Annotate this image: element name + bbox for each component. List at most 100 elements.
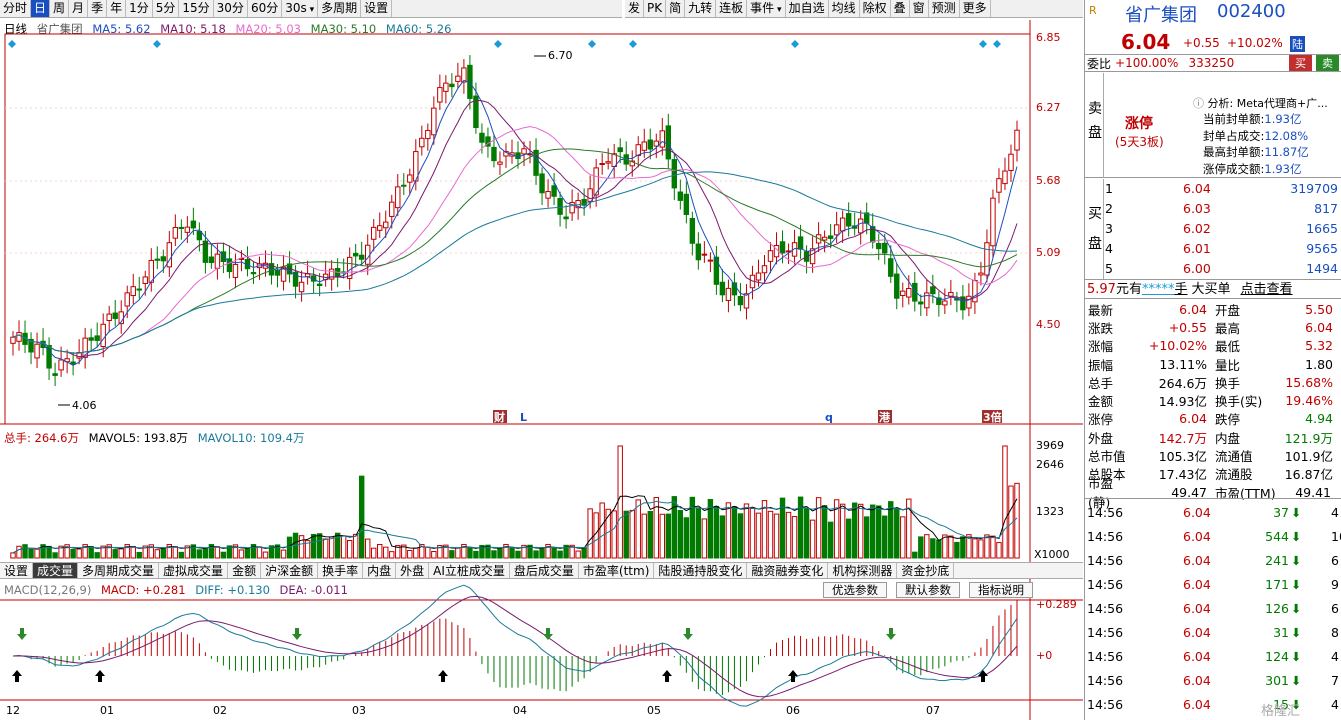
indicator-tab-5[interactable]: 沪深金额 — [261, 563, 319, 578]
volume-bar — [954, 541, 960, 559]
volume-bar — [262, 551, 269, 559]
macd-value: MACD: +0.281 — [101, 583, 186, 597]
candle — [407, 174, 413, 183]
volume-bar — [142, 545, 148, 559]
candle — [960, 296, 966, 311]
tool-5[interactable]: 事件 — [747, 0, 786, 17]
candle — [461, 67, 467, 83]
period-11[interactable]: 30s — [282, 0, 319, 17]
volume-bar — [118, 548, 124, 559]
candle — [166, 242, 173, 268]
ma5-label: MA5: 5.62 — [92, 22, 151, 36]
volume-bar — [389, 551, 395, 559]
indicator-tab-13[interactable]: 融资融券变化 — [747, 563, 829, 578]
indicator-tab-0[interactable]: 设置 — [0, 563, 34, 578]
period-1[interactable]: 日 — [31, 0, 51, 17]
indicator-tab-6[interactable]: 换手率 — [318, 563, 364, 578]
indicator-tab-9[interactable]: AI立桩成交量 — [429, 563, 510, 578]
indicator-help-button[interactable]: 指标说明 — [969, 582, 1033, 598]
down-arrow-icon: ⬇ — [1291, 649, 1302, 664]
candle — [833, 224, 840, 236]
volume-bar — [425, 546, 431, 559]
volume-bar — [749, 507, 756, 559]
event-diamond — [791, 40, 799, 48]
tool-0[interactable]: 发 — [625, 0, 645, 17]
indicator-tab-14[interactable]: 机构探测器 — [828, 563, 898, 578]
period-9[interactable]: 30分 — [214, 0, 248, 17]
volume-bar — [214, 546, 221, 559]
seal-line: 当前封单额:1.93亿 — [1203, 112, 1302, 126]
candle — [184, 226, 191, 233]
ma-line-10 — [12, 99, 1018, 358]
tool-9[interactable]: 叠 — [891, 0, 910, 17]
candle — [443, 82, 449, 92]
volume-bar — [503, 543, 509, 559]
indicator-tab-8[interactable]: 外盘 — [396, 563, 430, 578]
down-arrow-icon — [886, 628, 896, 640]
period-4[interactable]: 季 — [88, 0, 108, 17]
candle — [924, 292, 930, 309]
indicator-tab-12[interactable]: 陆股通持股变化 — [654, 563, 748, 578]
best-params-button[interactable]: 优选参数 — [823, 582, 887, 598]
indicator-tab-10[interactable]: 盘后成交量 — [510, 563, 579, 578]
tool-3[interactable]: 九转 — [685, 0, 717, 17]
candle — [431, 107, 437, 136]
period-13[interactable]: 设置 — [361, 0, 393, 17]
tool-6[interactable]: 加自选 — [786, 0, 829, 17]
default-params-button[interactable]: 默认参数 — [896, 582, 960, 598]
candle — [641, 141, 647, 151]
indicator-tab-1[interactable]: 成交量 — [33, 563, 79, 578]
candle — [719, 281, 726, 296]
volume-bar — [166, 544, 173, 559]
candle — [629, 160, 635, 167]
volume-bar — [244, 548, 251, 559]
period-3[interactable]: 月 — [69, 0, 89, 17]
period-2[interactable]: 周 — [50, 0, 70, 17]
volume-bar — [256, 546, 263, 559]
indicator-tab-4[interactable]: 金额 — [228, 563, 262, 578]
volume-bar — [160, 548, 167, 559]
limit-up-status: 涨停 — [1125, 116, 1153, 132]
candle — [437, 87, 443, 103]
tool-11[interactable]: 预测 — [929, 0, 960, 17]
candle — [352, 252, 359, 257]
period-5[interactable]: 年 — [107, 0, 127, 17]
watermark: 格隆汇 — [1261, 704, 1301, 719]
candle — [996, 178, 1002, 193]
volume-bar — [274, 544, 281, 559]
tool-10[interactable]: 窗 — [910, 0, 929, 17]
x-tick: 01 — [100, 704, 114, 717]
indicator-tabs: 设置 成交量 多周期成交量 虚拟成交量 金额 沪深金额 换手率 内盘 外盘 AI立桩成交量 盘后成交… — [0, 562, 1083, 579]
candle — [16, 332, 22, 342]
stock-header: R 省广集团 002400 6.04 +0.55 +10.02% 陆 — [1085, 0, 1341, 54]
candle — [503, 151, 509, 157]
period-7[interactable]: 5分 — [153, 0, 180, 17]
tool-2[interactable]: 简 — [666, 0, 686, 17]
indicator-tab-11[interactable]: 市盈率(ttm) — [579, 563, 655, 578]
tool-8[interactable]: 除权 — [860, 0, 891, 17]
volume-bar — [936, 539, 942, 559]
indicator-tab-2[interactable]: 多周期成交量 — [78, 563, 160, 578]
vol-legend: 总手: 264.6万 MAVOL5: 193.8万 MAVOL10: 109.4… — [4, 430, 310, 446]
tick-row: 14:56 6.04 31 ⬇ 8 — [1085, 623, 1341, 643]
volume-bar — [58, 545, 64, 559]
volume-bar — [280, 549, 287, 559]
candle — [857, 218, 864, 234]
diff-line — [12, 584, 1018, 707]
indicator-tab-7[interactable]: 内盘 — [363, 563, 397, 578]
volume-bar — [918, 536, 924, 559]
tool-7[interactable]: 均线 — [829, 0, 860, 17]
tool-1[interactable]: PK — [644, 0, 667, 17]
period-0[interactable]: 分时 — [0, 0, 32, 17]
big-order-notice[interactable]: 5.97元有*****手 大买单 点击查看 — [1085, 281, 1341, 299]
indicator-tab-15[interactable]: 资金抄底 — [897, 563, 955, 578]
sell-button[interactable]: 卖 — [1316, 55, 1339, 71]
indicator-tab-3[interactable]: 虚拟成交量 — [159, 563, 229, 578]
buy-button[interactable]: 买 — [1289, 55, 1312, 71]
period-6[interactable]: 1分 — [126, 0, 153, 17]
period-8[interactable]: 15分 — [179, 0, 214, 17]
period-12[interactable]: 多周期 — [318, 0, 362, 17]
candle — [497, 161, 503, 165]
tool-12[interactable]: 更多 — [960, 0, 991, 17]
candle — [479, 132, 485, 143]
